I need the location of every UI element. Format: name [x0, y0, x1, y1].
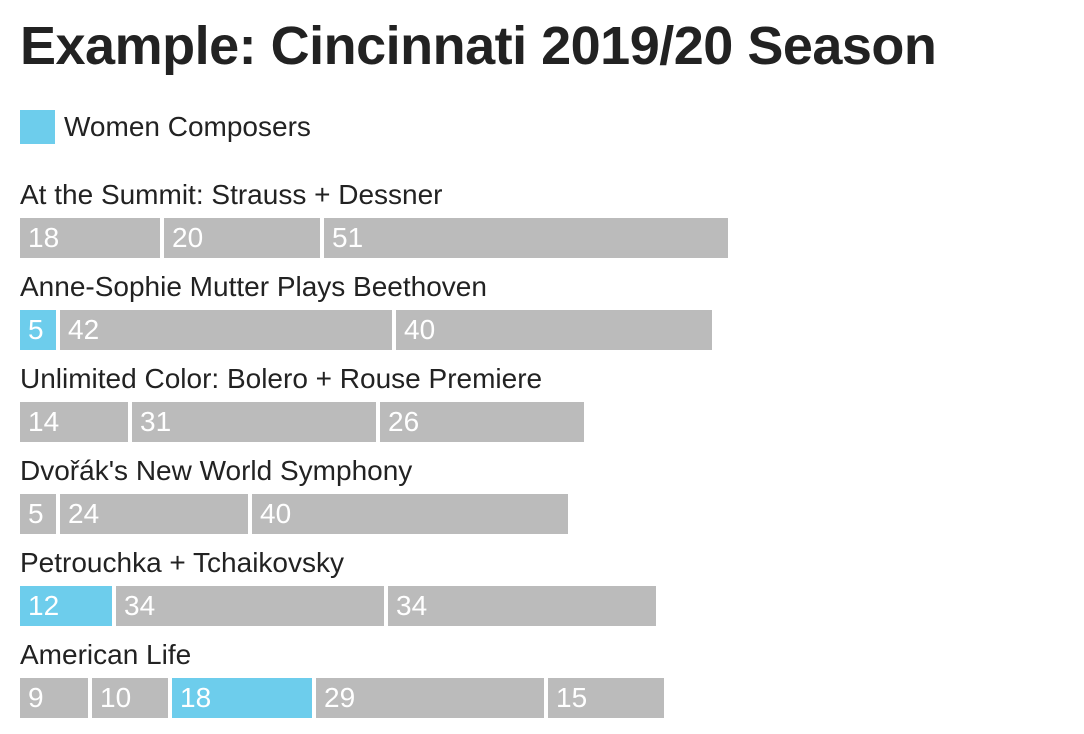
bar-segment: 42 — [60, 310, 392, 350]
bar-segment: 10 — [92, 678, 168, 718]
bar-segment-women-composer: 5 — [20, 310, 56, 350]
concert-row: Dvořák's New World Symphony 5 24 40 — [20, 450, 1070, 542]
concert-title: American Life — [20, 639, 192, 670]
bar-segment: 14 — [20, 402, 128, 442]
bar-segment-women-composer: 12 — [20, 586, 112, 626]
bar-segment: 15 — [548, 678, 664, 718]
concert-title: At the Summit: Strauss + Dessner — [20, 179, 443, 210]
bar-segment: 34 — [116, 586, 384, 626]
bar-segment: 40 — [252, 494, 568, 534]
concert-row: At the Summit: Strauss + Dessner 18 20 51 — [20, 174, 1070, 266]
legend-swatch-women-composers — [20, 110, 55, 144]
bar-segment: 51 — [324, 218, 728, 258]
concert-row: American Life 9 10 18 29 15 — [20, 634, 1070, 726]
bar-segment: 24 — [60, 494, 248, 534]
concert-title: Anne-Sophie Mutter Plays Beethoven — [20, 271, 487, 302]
concert-row: Petrouchka + Tchaikovsky 12 34 34 — [20, 542, 1070, 634]
concert-row: Anne-Sophie Mutter Plays Beethoven 5 42 40 — [20, 266, 1070, 358]
concert-title: Unlimited Color: Bolero + Rouse Premiere — [20, 363, 543, 394]
bar-segment: 18 — [20, 218, 160, 258]
bar-segment: 29 — [316, 678, 544, 718]
bar-segment: 20 — [164, 218, 320, 258]
concert-row: Unlimited Color: Bolero + Rouse Premiere… — [20, 358, 1070, 450]
bar-segment: 34 — [388, 586, 656, 626]
bar-segment-women-composer: 18 — [172, 678, 312, 718]
legend-label: Women Composers — [64, 111, 311, 142]
bar-segment: 26 — [380, 402, 584, 442]
bar-segment: 9 — [20, 678, 88, 718]
concert-title: Dvořák's New World Symphony — [20, 455, 413, 486]
bar-segment: 31 — [132, 402, 376, 442]
concert-list: At the Summit: Strauss + Dessner 18 20 51 An… — [20, 174, 1070, 726]
chart-title: Example: Cincinnati 2019/20 Season — [20, 16, 937, 76]
legend: Women Composers — [20, 110, 311, 144]
concert-title: Petrouchka + Tchaikovsky — [20, 547, 344, 578]
bar-segment: 40 — [396, 310, 712, 350]
bar-segment: 5 — [20, 494, 56, 534]
